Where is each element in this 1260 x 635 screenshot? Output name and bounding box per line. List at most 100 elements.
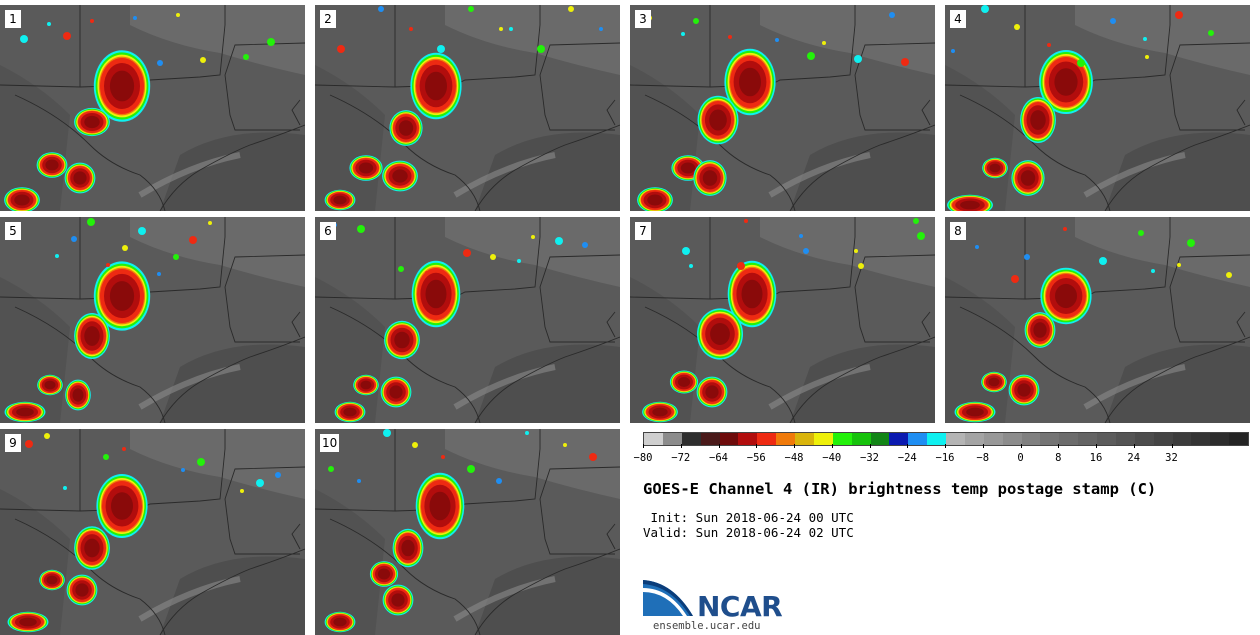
figure-title: GOES-E Channel 4 (IR) brightness temp po… <box>643 480 1157 498</box>
small-cell <box>47 22 51 26</box>
small-cell <box>63 486 67 490</box>
small-cell <box>467 465 475 473</box>
colorbar-swatch <box>1191 433 1211 445</box>
small-cell <box>599 27 603 31</box>
small-cell <box>157 272 161 276</box>
colorbar-swatch <box>946 433 965 445</box>
colorbar-swatch <box>1229 433 1248 445</box>
small-cell <box>398 266 404 272</box>
small-cell <box>913 218 919 224</box>
storm-cell <box>709 109 727 131</box>
ir-map <box>0 5 305 211</box>
small-cell <box>568 6 574 12</box>
small-cell <box>854 249 858 253</box>
stamp-panel: 3 <box>630 5 935 211</box>
small-cell <box>1024 254 1030 260</box>
small-cell <box>775 38 779 42</box>
storm-cell <box>1020 170 1036 186</box>
small-cell <box>975 245 979 249</box>
small-cell <box>589 453 597 461</box>
colorbar-swatch <box>870 433 890 445</box>
ir-map <box>945 5 1250 211</box>
small-cell <box>744 219 748 223</box>
storm-cell <box>1017 383 1031 397</box>
colorbar-swatch <box>1115 433 1135 445</box>
storm-cell <box>84 326 100 346</box>
storm-cell <box>680 162 696 174</box>
colorbar-swatch <box>889 433 909 445</box>
colorbar-tick-label: −80 <box>633 452 653 464</box>
colorbar-tick-label: 0 <box>1017 452 1024 464</box>
storm-cell <box>398 120 414 136</box>
small-cell <box>1145 55 1149 59</box>
colorbar-swatch <box>1134 433 1154 445</box>
storm-cell <box>988 377 1000 387</box>
small-cell <box>1143 37 1147 41</box>
colorbar-swatch <box>700 433 720 445</box>
storm-cell <box>1033 322 1047 338</box>
colorbar-tick <box>869 444 871 448</box>
colorbar-tick <box>1058 444 1060 448</box>
ir-map <box>315 429 620 635</box>
small-cell <box>1063 227 1067 231</box>
storm-cell <box>1055 283 1077 309</box>
small-cell <box>1187 239 1195 247</box>
small-cell <box>490 254 496 260</box>
small-cell <box>200 57 206 63</box>
small-cell <box>525 431 529 435</box>
colorbar-tick-label: −64 <box>709 452 728 464</box>
small-cell <box>25 440 33 448</box>
small-cell <box>1099 257 1107 265</box>
small-cell <box>441 455 445 459</box>
ir-map <box>0 429 305 635</box>
small-cell <box>1011 275 1019 283</box>
colorbar-swatch <box>983 433 1003 445</box>
stamp-panel: 4 <box>945 5 1250 211</box>
small-cell <box>582 242 588 248</box>
colorbar-swatch <box>738 433 758 445</box>
small-cell <box>87 218 95 226</box>
storm-cell <box>73 171 87 185</box>
small-cell <box>917 232 925 240</box>
small-cell <box>337 45 345 53</box>
colorbar-swatch <box>1002 433 1022 445</box>
init-time: Init: Sun 2018-06-24 00 UTC <box>643 510 854 525</box>
small-cell <box>1151 269 1155 273</box>
storm-cell <box>72 388 84 402</box>
small-cell <box>425 271 429 275</box>
colorbar-tick-label: −40 <box>822 452 842 464</box>
storm-cell <box>75 583 89 597</box>
small-cell <box>1014 24 1020 30</box>
small-cell <box>682 247 690 255</box>
small-cell <box>197 458 205 466</box>
colorbar-swatch <box>662 433 682 445</box>
small-cell <box>854 55 862 63</box>
small-cell <box>63 32 71 40</box>
storm-cell <box>16 407 34 417</box>
storm-cell <box>739 67 761 97</box>
colorbar-ticks: −80 −72 −64 −56 −48 −40 −32 −24 −16 −8 0 8 16 24 32 <box>634 444 1247 466</box>
storm-cell <box>401 539 415 557</box>
small-cell <box>1208 30 1214 36</box>
colorbar-tick <box>680 444 682 448</box>
storm-cell <box>705 385 719 399</box>
ir-map <box>630 5 935 211</box>
small-cell <box>138 227 146 235</box>
colorbar-swatch <box>1078 433 1097 445</box>
colorbar-tick-label: 8 <box>1055 452 1062 464</box>
small-cell <box>409 27 413 31</box>
storm-cell <box>14 194 30 206</box>
small-cell <box>133 16 137 20</box>
small-cell <box>44 433 50 439</box>
small-cell <box>689 264 693 268</box>
small-cell <box>103 454 109 460</box>
colorbar-swatch <box>1021 433 1041 445</box>
site-url: ensemble.ucar.edu <box>653 620 761 632</box>
small-cell <box>858 263 864 269</box>
colorbar-tick <box>982 444 984 448</box>
storm-cell <box>109 70 135 102</box>
small-cell <box>176 13 180 17</box>
small-cell <box>1077 59 1085 67</box>
panel-number: 4 <box>950 10 966 28</box>
small-cell <box>243 54 249 60</box>
